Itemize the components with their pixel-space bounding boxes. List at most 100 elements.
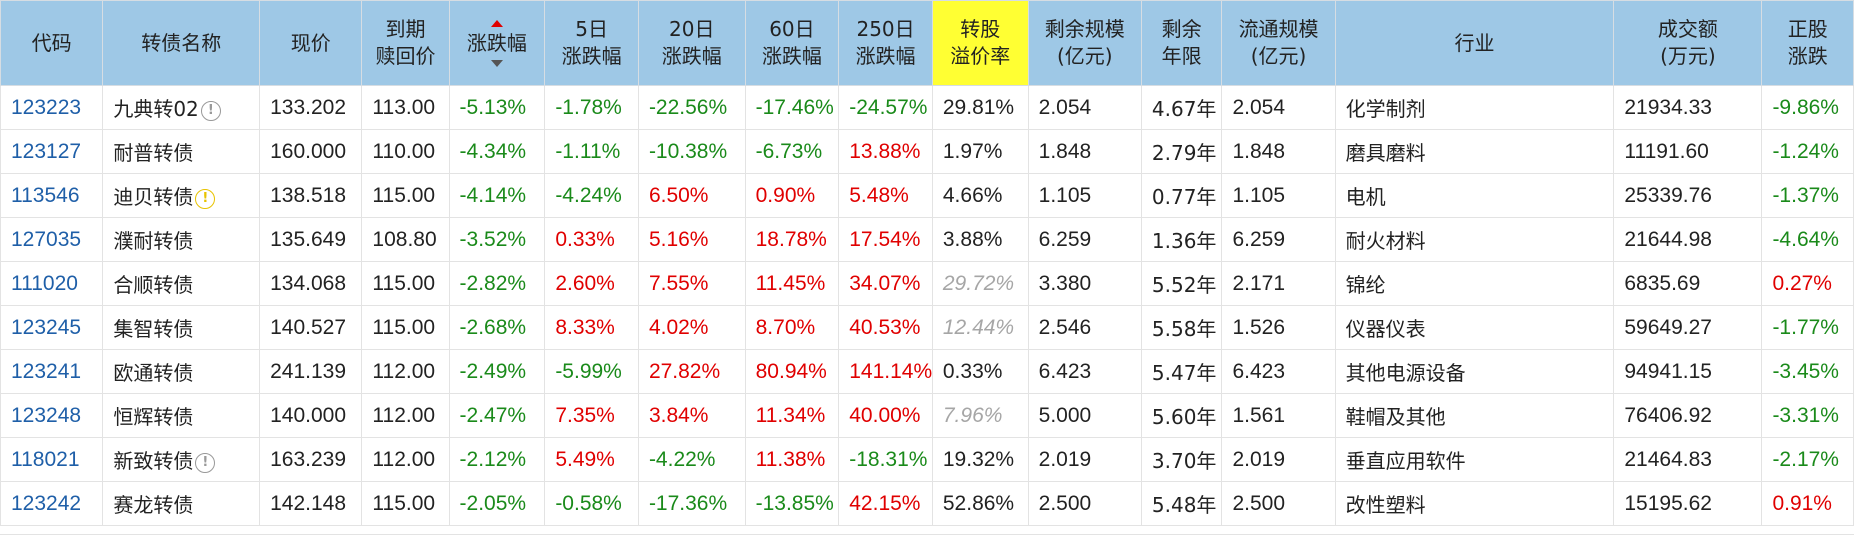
change-20d-cell: 27.82% xyxy=(637,349,746,394)
change-20d-cell-text: -17.36% xyxy=(648,491,728,515)
bond-code-link[interactable]: 123245 xyxy=(0,305,104,350)
table-header-row: 代码 转债名称 现价 到期 赎回价 涨跌幅 5日 涨跌幅 20日 涨跌幅 60日 涨跌幅 250日 涨跌幅… xyxy=(0,0,1854,86)
bond-name-cell[interactable]: 集智转债 xyxy=(102,305,261,350)
table-row[interactable]: 118021 新致转债! 163.239 112.00 -2.12% 5.49% -4.22… xyxy=(0,437,1854,482)
col-name-header[interactable]: 转债名称 xyxy=(102,0,261,86)
premium-cell-text: 29.72% xyxy=(942,271,1015,295)
bond-code-link-text[interactable]: 111020 xyxy=(11,271,78,295)
bond-name-cell-text[interactable]: 欧通转债 xyxy=(113,361,194,385)
float-size-cell-text: 1.105 xyxy=(1232,183,1286,207)
bond-code-link-text[interactable]: 123242 xyxy=(11,491,82,515)
table-row[interactable]: 123241 欧通转债 241.139 112.00 -2.49% -5.99% 27.82… xyxy=(0,349,1854,394)
col-code-header[interactable]: 代码 xyxy=(0,0,104,86)
premium-cell-text: 0.33% xyxy=(942,359,1003,383)
bond-code-link[interactable]: 123223 xyxy=(0,85,104,130)
bond-code-link[interactable]: 118021 xyxy=(0,437,104,482)
col-stock-change-header[interactable]: 正股 涨跌 xyxy=(1761,0,1854,86)
change-cell: -2.47% xyxy=(448,393,546,438)
industry-cell: 仪器仪表 xyxy=(1334,305,1615,350)
stock-change-cell-text: -3.31% xyxy=(1772,403,1839,427)
amount-cell-text: 6835.69 xyxy=(1624,271,1701,295)
col-float-size-header[interactable]: 流通规模 (亿元) xyxy=(1221,0,1336,86)
warning-icon[interactable]: ! xyxy=(195,188,216,209)
sort-asc-icon[interactable] xyxy=(490,19,503,27)
info-icon[interactable]: ! xyxy=(195,452,216,473)
bond-name-cell-text[interactable]: 集智转债 xyxy=(113,317,194,341)
remaining-years-cell-text: 2.79年 xyxy=(1151,141,1217,165)
industry-cell: 其他电源设备 xyxy=(1334,349,1615,394)
bond-name-cell[interactable]: 九典转02! xyxy=(102,85,261,130)
float-size-cell: 2.500 xyxy=(1221,481,1336,526)
col-amount-header[interactable]: 成交额 (万元) xyxy=(1613,0,1763,86)
table-row[interactable]: 113546 迪贝转债! 138.518 115.00 -4.14% -4.24% 6.50… xyxy=(0,173,1854,218)
bond-name-cell-text[interactable]: 恒辉转债 xyxy=(113,405,194,429)
col-industry-header[interactable]: 行业 xyxy=(1334,0,1615,86)
remaining-size-cell-text: 1.105 xyxy=(1038,183,1092,207)
price-cell-text: 140.000 xyxy=(270,403,347,427)
bond-name-cell[interactable]: 赛龙转债 xyxy=(102,481,261,526)
change-60d-cell: 0.90% xyxy=(744,173,840,218)
premium-cell: 29.72% xyxy=(931,261,1029,306)
col-change-20d-header[interactable]: 20日 涨跌幅 xyxy=(637,0,746,86)
bond-code-link-text[interactable]: 113546 xyxy=(11,183,80,207)
bond-name-cell-text[interactable]: 濮耐转债 xyxy=(113,229,194,253)
bond-code-link[interactable]: 113546 xyxy=(0,173,104,218)
col-price-header[interactable]: 现价 xyxy=(259,0,363,86)
change-60d-cell-text: 80.94% xyxy=(755,359,827,383)
col-remaining-years-header[interactable]: 剩余 年限 xyxy=(1140,0,1223,86)
bond-name-cell-text[interactable]: 新致转债 xyxy=(113,449,194,473)
remaining-years-cell-text: 5.52年 xyxy=(1151,273,1217,297)
bond-code-link[interactable]: 123248 xyxy=(0,393,104,438)
bond-name-cell-text[interactable]: 合顺转债 xyxy=(113,273,194,297)
bond-name-cell[interactable]: 恒辉转债 xyxy=(102,393,261,438)
table-row[interactable]: 123223 九典转02! 133.202 113.00 -5.13% -1.78% -22… xyxy=(0,85,1854,130)
price-cell-text: 163.239 xyxy=(270,447,347,471)
bond-name-cell[interactable]: 新致转债! xyxy=(102,437,261,482)
col-premium-header[interactable]: 转股 溢价率 xyxy=(931,0,1029,86)
bond-code-link-text[interactable]: 123245 xyxy=(11,315,82,339)
sort-desc-icon[interactable] xyxy=(490,59,503,67)
bond-name-cell[interactable]: 合顺转债 xyxy=(102,261,261,306)
col-redeem-price-header[interactable]: 到期 赎回价 xyxy=(361,0,450,86)
col-change-header[interactable]: 涨跌幅 xyxy=(448,0,546,86)
col-change-250d-header[interactable]: 250日 涨跌幅 xyxy=(838,0,933,86)
bond-name-cell-text[interactable]: 赛龙转债 xyxy=(113,493,194,517)
info-icon[interactable]: ! xyxy=(200,100,221,121)
table-row[interactable]: 127035 濮耐转债 135.649 108.80 -3.52% 0.33% 5.16% 1… xyxy=(0,217,1854,262)
table-row[interactable]: 111020 合顺转债 134.068 115.00 -2.82% 2.60% 7.55% 1… xyxy=(0,261,1854,306)
bond-code-link-text[interactable]: 118021 xyxy=(11,447,80,471)
bond-name-cell[interactable]: 耐普转债 xyxy=(102,129,261,174)
amount-cell-text: 11191.60 xyxy=(1624,139,1709,163)
bond-name-cell-text[interactable]: 九典转02 xyxy=(113,97,199,121)
bond-code-link-text[interactable]: 123241 xyxy=(11,359,82,383)
bond-code-link[interactable]: 123242 xyxy=(0,481,104,526)
bond-code-link[interactable]: 127035 xyxy=(0,217,104,262)
remaining-size-cell: 6.423 xyxy=(1027,349,1142,394)
bond-code-link-text[interactable]: 127035 xyxy=(11,227,82,251)
table-row[interactable]: 123127 耐普转债 160.000 110.00 -4.34% -1.11% -10.3… xyxy=(0,129,1854,174)
bond-name-cell[interactable]: 濮耐转债 xyxy=(102,217,261,262)
bond-code-link-text[interactable]: 123127 xyxy=(11,139,82,163)
redeem-price-cell-text: 112.00 xyxy=(372,447,436,471)
header-label: 行业 xyxy=(1454,30,1495,55)
premium-cell: 7.96% xyxy=(931,393,1029,438)
table-row[interactable]: 123242 赛龙转债 142.148 115.00 -2.05% -0.58% -17.3… xyxy=(0,481,1854,526)
bond-code-link-text[interactable]: 123248 xyxy=(11,403,82,427)
bond-name-cell-text[interactable]: 迪贝转债 xyxy=(113,185,194,209)
remaining-years-cell-text: 5.60年 xyxy=(1151,405,1217,429)
col-change-60d-header[interactable]: 60日 涨跌幅 xyxy=(744,0,840,86)
bond-code-link-text[interactable]: 123223 xyxy=(11,95,82,119)
bond-code-link[interactable]: 111020 xyxy=(0,261,104,306)
bond-name-cell[interactable]: 欧通转债 xyxy=(102,349,261,394)
col-change-5d-header[interactable]: 5日 涨跌幅 xyxy=(544,0,639,86)
table-row[interactable]: 123248 恒辉转债 140.000 112.00 -2.47% 7.35% 3.84% 1… xyxy=(0,393,1854,438)
bond-code-link[interactable]: 123241 xyxy=(0,349,104,394)
bond-code-link[interactable]: 123127 xyxy=(0,129,104,174)
bond-name-cell-text[interactable]: 耐普转债 xyxy=(113,141,194,165)
header-label: 正股 xyxy=(1787,17,1828,41)
col-remaining-size-header[interactable]: 剩余规模 (亿元) xyxy=(1027,0,1142,86)
change-60d-cell: 11.34% xyxy=(744,393,840,438)
table-row[interactable]: 123245 集智转债 140.527 115.00 -2.68% 8.33% 4.02% 8… xyxy=(0,305,1854,350)
header-sublabel: 涨跌 xyxy=(1787,44,1828,68)
bond-name-cell[interactable]: 迪贝转债! xyxy=(102,173,261,218)
